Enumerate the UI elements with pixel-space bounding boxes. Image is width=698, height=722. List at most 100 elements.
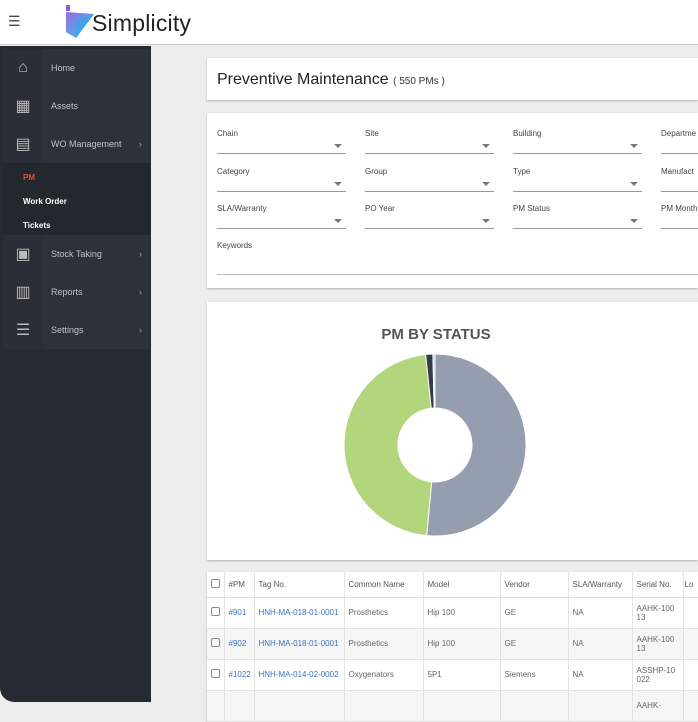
hamburger-icon[interactable]: ☰ [8,13,21,29]
filter-chain[interactable]: Chain [217,129,346,166]
chart-card: PM BY STATUS [207,302,698,560]
underline [217,274,698,275]
underline [661,153,698,154]
row-checkbox[interactable] [211,607,220,616]
sidebar-item-home[interactable]: ⌂ Home [3,49,150,87]
underline [365,228,494,229]
dropdown-arrow-icon [630,181,638,186]
sidebar-item-assets[interactable]: ▦ Assets [3,87,150,125]
dropdown-arrow-icon [630,144,638,148]
sidebar-item-wo-management[interactable]: ▤ WO Management › [3,125,150,163]
column-header[interactable]: Serial No. [632,572,684,598]
nav-label: Assets [51,101,79,111]
sidebar-item-stock-taking[interactable]: ▣ Stock Taking › [3,235,150,273]
submenu-tickets[interactable]: Tickets [23,221,51,230]
nav-label: Reports [51,287,83,297]
filter-category[interactable]: Category [217,167,346,204]
newspaper-icon: ▤ [3,125,43,163]
column-header[interactable]: Tag No. [254,572,345,598]
dropdown-arrow-icon [482,144,490,148]
keywords-field[interactable]: Keywords [217,241,698,278]
cell [683,690,698,722]
cell: Siemens [500,659,569,691]
tag-link[interactable]: HNH-MA-018-01-0001 [258,639,339,648]
filter-sla-warranty[interactable]: SLA/Warranty [217,204,346,241]
filter-pm-month[interactable]: PM Month [661,204,698,241]
table-row[interactable]: #902 HNH-MA-018-01-0001 Prosthetics Hip 100… [207,628,698,660]
dropdown-arrow-icon [334,219,342,223]
underline [217,228,346,229]
column-header[interactable]: Common Name [344,572,424,598]
cell [683,597,698,629]
filter-label: PO Year [365,204,395,213]
cell [500,690,569,722]
underline [661,228,698,229]
chevron-right-icon: › [139,249,142,259]
table-row[interactable]: #1022 HNH-MA-014-02-0002 Oxygenators 5P1 Sie… [207,659,698,691]
donut-slice[interactable] [343,353,433,537]
column-header[interactable]: SLA/Warranty [568,572,633,598]
submenu-work-order[interactable]: Work Order [23,197,67,206]
cell: GE [500,597,569,629]
column-header[interactable]: Lo [683,572,698,598]
submenu-pm[interactable]: PM [23,173,35,182]
filter-building[interactable]: Building [513,129,642,166]
column-header[interactable]: #PM [224,572,255,598]
chart-title: PM BY STATUS [381,326,491,343]
dropdown-arrow-icon [482,181,490,186]
column-header[interactable]: Model [423,572,501,598]
cubes-icon: ▦ [3,87,43,125]
sidebar-item-settings[interactable]: ☰ Settings › [3,311,150,349]
filter-label: Manufact [661,166,694,176]
pm-table-card: #PM Tag No. Common Name Model Vendor SLA/Warr… [207,572,698,722]
underline [661,190,698,192]
filter-pm-status[interactable]: PM Status [513,204,642,241]
sliders-icon: ☰ [3,311,43,349]
cell: Hip 100 [423,597,501,629]
cell: NA [568,597,633,629]
row-checkbox[interactable] [211,669,220,678]
dropdown-arrow-icon [334,181,342,186]
filter-label: PM Status [513,204,550,213]
nav-label: WO Management [51,139,122,149]
tag-link[interactable]: HNH-MA-018-01-0001 [258,608,339,617]
underline [365,190,494,192]
nav-label: Stock Taking [51,249,102,259]
table-row[interactable]: AAHK- [207,690,698,722]
row-checkbox[interactable] [211,638,220,647]
dropdown-arrow-icon [482,219,490,223]
tag-link[interactable]: HNH-MA-014-02-0002 [258,670,339,679]
chevron-right-icon: › [139,287,142,297]
pm-link[interactable]: #1022 [228,670,251,679]
select-all-checkbox[interactable] [211,578,220,588]
dropdown-arrow-icon [630,219,638,223]
sidebar-item-reports[interactable]: ▥ Reports › [3,273,150,311]
filter-group[interactable]: Group [365,167,494,204]
filter-site[interactable]: Site [365,129,494,166]
filter-label: Group [365,166,388,176]
home-icon: ⌂ [3,49,43,87]
cell: Hip 100 [423,628,501,660]
column-header[interactable]: Vendor [500,572,569,598]
filter-manufact[interactable]: Manufact [661,167,698,204]
simplicity-logo [66,5,94,38]
nav-label: Home [51,63,76,73]
pm-link[interactable]: #901 [228,608,247,617]
filter-type[interactable]: Type [513,167,642,204]
underline [217,153,346,154]
top-header: ☰ Simplicity [0,0,698,45]
filter-po-year[interactable]: PO Year [365,204,494,241]
donut-slice[interactable] [426,353,527,537]
filter-label: Category [217,166,250,176]
pm-link[interactable]: #902 [228,639,247,648]
cell: 5P1 [423,659,501,691]
cell [683,659,698,691]
bar-chart-icon: ▥ [3,273,43,311]
filter-label: PM Month [661,204,698,213]
donut-slice[interactable] [432,353,436,409]
underline [513,228,642,229]
dropdown-arrow-icon [334,144,342,148]
filter-label: SLA/Warranty [217,204,267,213]
filter-departme[interactable]: Departme [661,129,698,166]
table-row[interactable]: #901 HNH-MA-018-01-0001 Prosthetics Hip 100… [207,597,698,629]
